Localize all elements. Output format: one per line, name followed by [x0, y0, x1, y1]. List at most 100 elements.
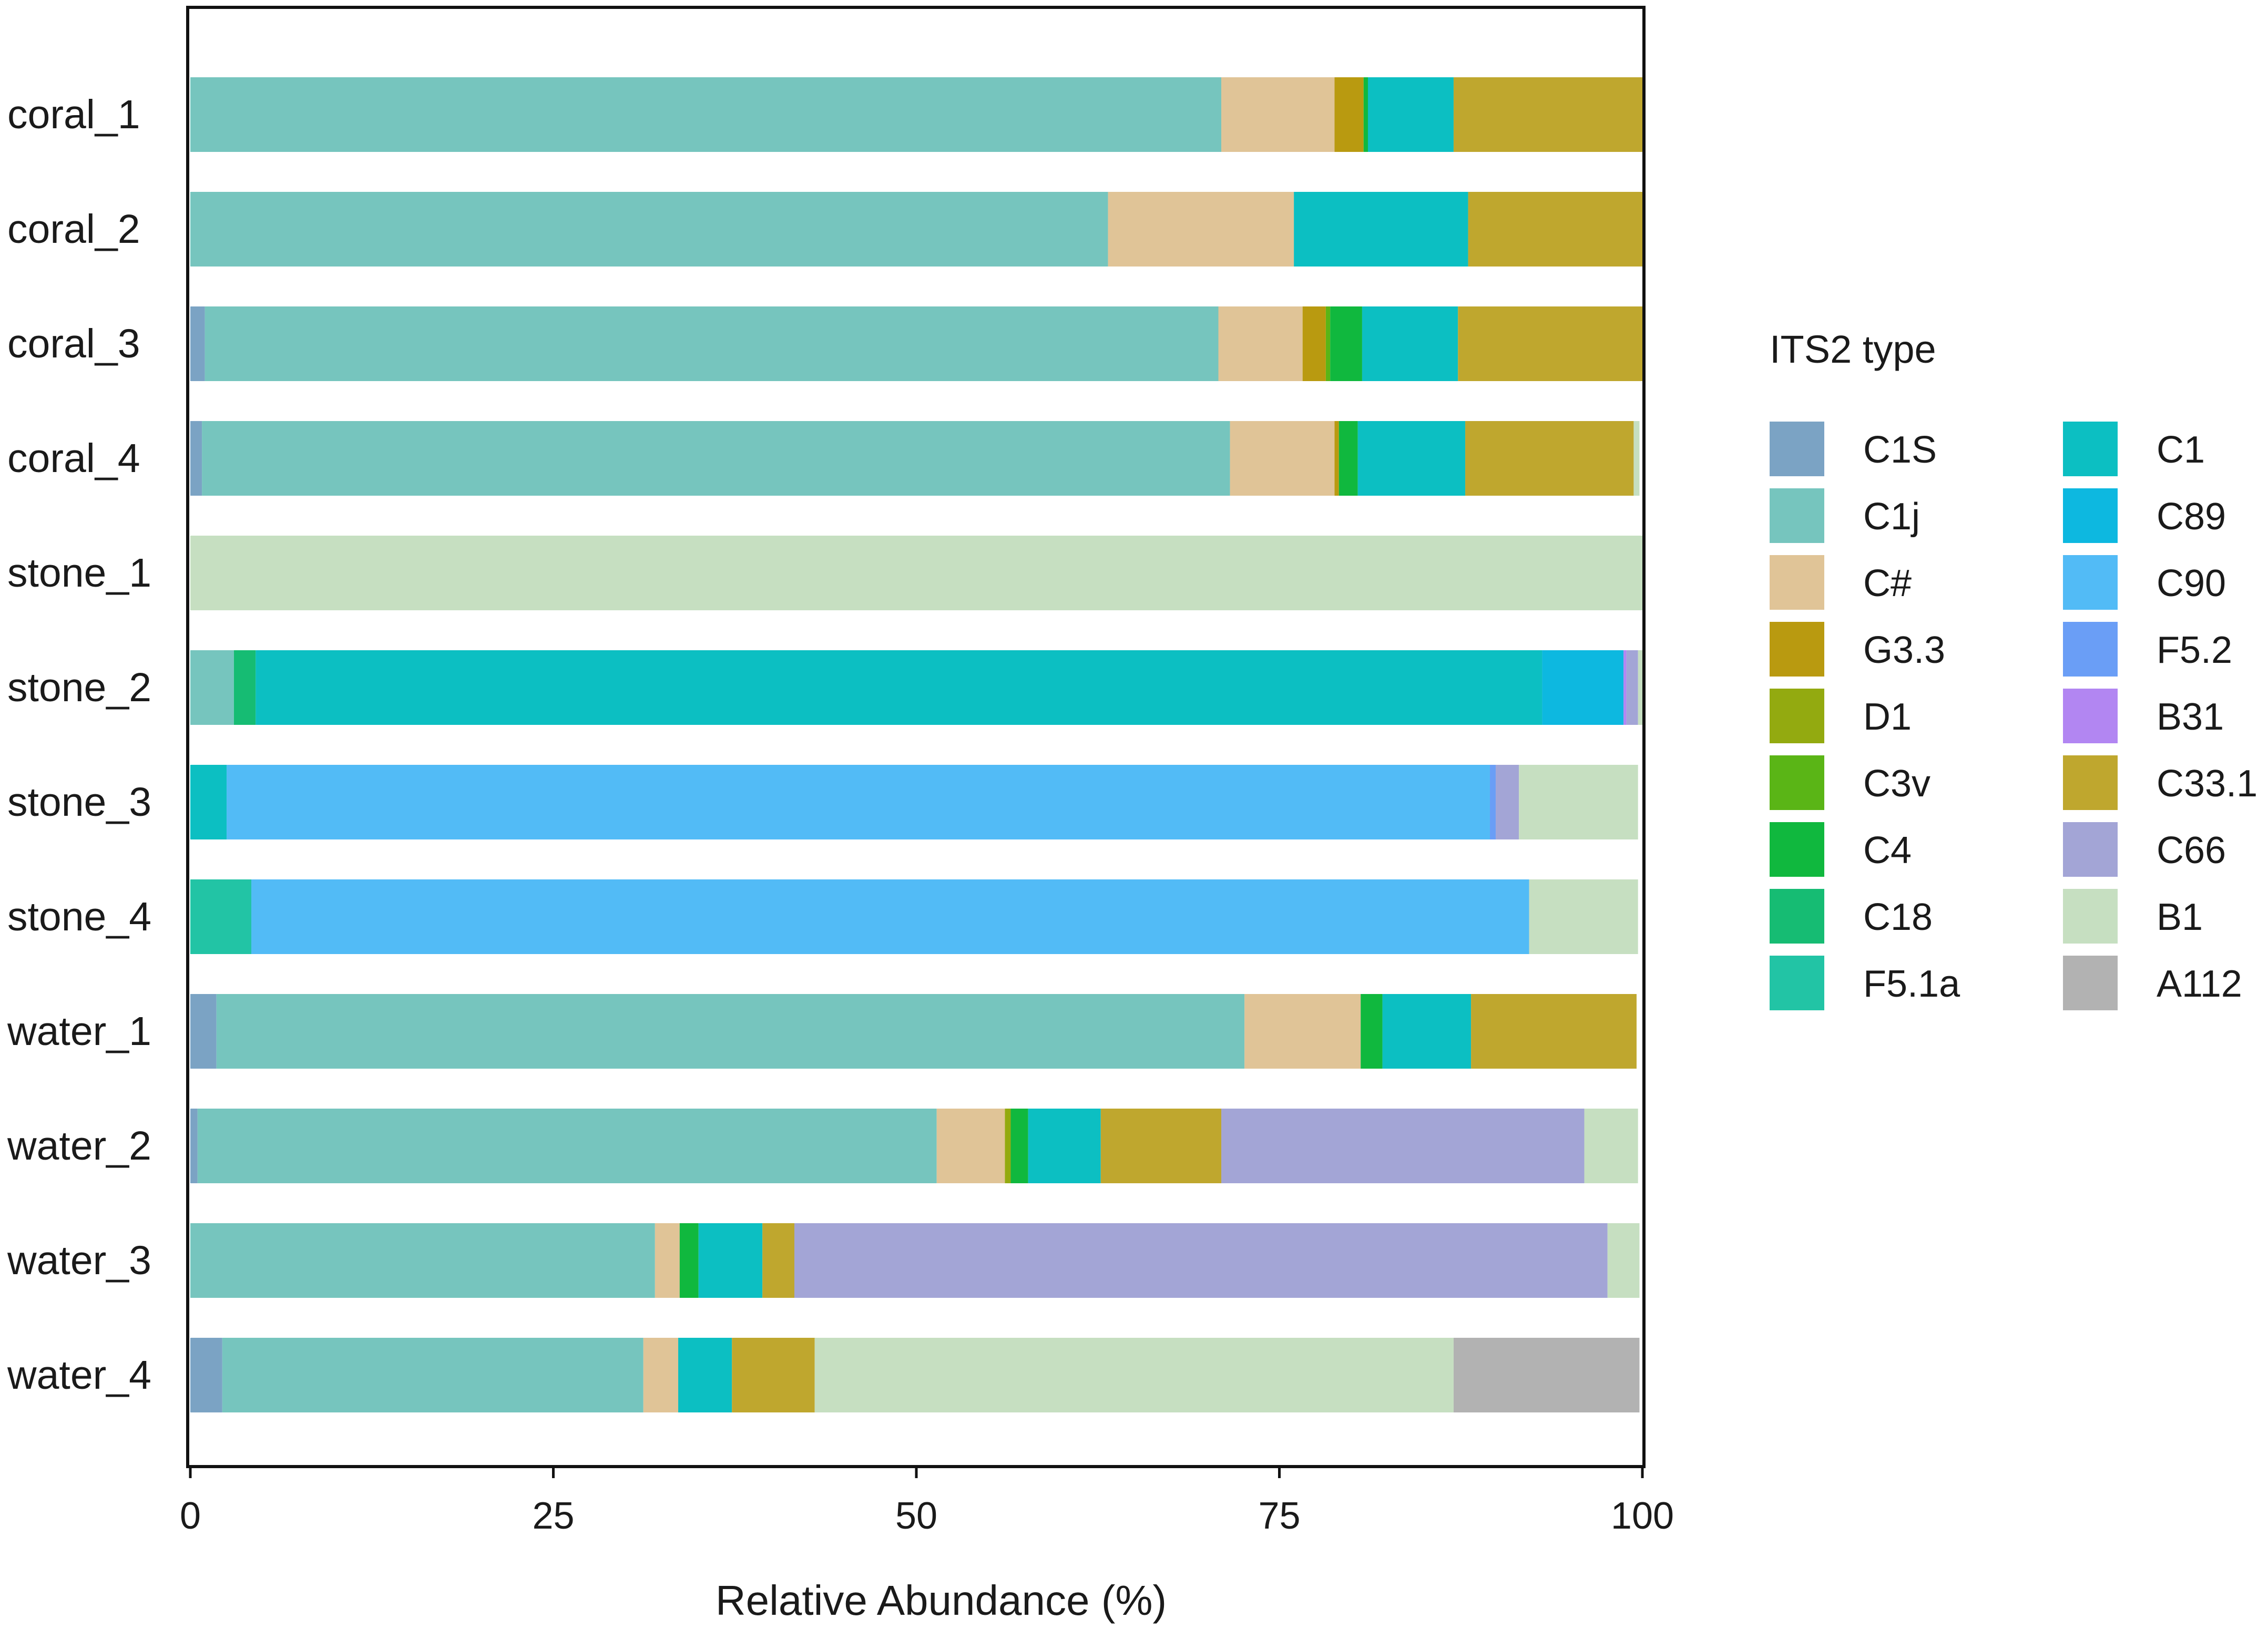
- bar-segment-water_2-c66: [1221, 1109, 1585, 1183]
- legend-label-c18: C18: [1863, 896, 1933, 938]
- bar-segment-coral_3-c: [1218, 306, 1303, 381]
- legend: ITS2 type C1S C1j C# G3.3 D1 C3v C4 C18 F5.1a C1 C…: [1770, 327, 2257, 1010]
- bar-segment-coral_1-g33: [1334, 77, 1364, 152]
- bar-segment-water_4-c331: [732, 1338, 815, 1412]
- bar-segment-coral_4-g33: [1334, 421, 1339, 496]
- legend-swatch-b1: [2063, 889, 2118, 944]
- bar-segment-coral_3-c1: [1362, 306, 1458, 381]
- bar-segment-coral_3-g33: [1302, 306, 1326, 381]
- bar-segment-coral_1-c1: [1367, 77, 1454, 152]
- legend-label-c331: C33.1: [2157, 763, 2257, 805]
- bar-segment-coral_4-c331: [1465, 421, 1634, 496]
- bar-segment-coral_3-c1j: [205, 306, 1219, 381]
- legend-label-a112: A112: [2157, 963, 2242, 1005]
- bar-segment-coral_2-c331: [1468, 192, 1642, 267]
- legend-label-d1: D1: [1863, 696, 1912, 738]
- bar-segment-water_1-c4: [1361, 994, 1383, 1069]
- legend-label-c1j: C1j: [1863, 496, 1920, 538]
- category-label-stone_4: stone_4: [7, 894, 151, 939]
- category-label-stone_3: stone_3: [7, 780, 151, 825]
- legend-label-c89: C89: [2157, 496, 2226, 538]
- bar-segment-coral_1-c1j: [190, 77, 1222, 152]
- bar-segment-water_1-c: [1244, 994, 1361, 1069]
- category-label-coral_1: coral_1: [7, 92, 140, 137]
- bar-segment-water_4-b1: [814, 1338, 1454, 1412]
- bar-segment-coral_2-c: [1108, 192, 1294, 267]
- bar-segment-coral_4-c1s: [190, 421, 202, 496]
- bar-segment-coral_4-c1: [1357, 421, 1466, 496]
- legend-swatch-c90: [2063, 555, 2118, 610]
- bar-segment-stone_4-b1: [1529, 879, 1638, 954]
- bar-segment-coral_1-c: [1221, 77, 1335, 152]
- legend-swatch-f52: [2063, 622, 2118, 677]
- x-tick-label-50: 50: [895, 1495, 937, 1537]
- legend-title: ITS2 type: [1770, 327, 1936, 371]
- bar-segment-water_4-c: [643, 1338, 679, 1412]
- legend-label-c3v: C3v: [1863, 763, 1930, 805]
- legend-swatch-c1s: [1770, 422, 1824, 476]
- legend-swatch-a112: [2063, 956, 2118, 1010]
- bar-segment-water_1-c331: [1471, 994, 1637, 1069]
- bar-segment-water_1-c1j: [216, 994, 1245, 1069]
- bar-segment-water_1-c1s: [190, 994, 217, 1069]
- category-label-water_3: water_3: [7, 1238, 151, 1283]
- bar-segment-stone_2-b31: [1623, 650, 1627, 725]
- bar-segment-coral_2-c1: [1294, 192, 1468, 267]
- x-tick-label-25: 25: [532, 1495, 574, 1537]
- legend-swatch-g33: [1770, 622, 1824, 677]
- legend-swatch-c331: [2063, 755, 2118, 810]
- bar-segment-stone_2-c1: [256, 650, 1542, 725]
- bar-segment-water_4-c1: [678, 1338, 732, 1412]
- legend-items: C1S C1j C# G3.3 D1 C3v C4 C18 F5.1a C1 C89 C90 F5.2 B…: [1770, 422, 2257, 1010]
- legend-label-f51a: F5.1a: [1863, 963, 1960, 1005]
- bar-segment-coral_3-c3v: [1325, 306, 1331, 381]
- bar-segment-water_3-c: [655, 1223, 680, 1298]
- bar-segment-stone_2-c18: [233, 650, 256, 725]
- legend-label-c4: C4: [1863, 829, 1912, 872]
- x-axis-title: Relative Abundance (%): [716, 1577, 1167, 1624]
- category-label-stone_2: stone_2: [7, 665, 151, 710]
- bar-segment-stone_2-c66: [1626, 650, 1638, 725]
- bar-segment-stone_4-f51a: [190, 879, 251, 954]
- x-tick-label-0: 0: [180, 1495, 201, 1537]
- bar-segment-stone_3-f52: [1489, 765, 1496, 839]
- bar-segment-stone_2-c1j: [190, 650, 234, 725]
- bar-segment-stone_2-c89: [1542, 650, 1624, 725]
- bar-segment-water_3-c66: [794, 1223, 1608, 1298]
- bar-segment-water_3-c1j: [190, 1223, 655, 1298]
- legend-swatch-c4: [1770, 822, 1824, 877]
- legend-label-c: C#: [1863, 562, 1912, 605]
- bar-segment-water_1-c1: [1382, 994, 1472, 1069]
- bar-segment-coral_3-c331: [1458, 306, 1644, 381]
- legend-label-g33: G3.3: [1863, 629, 1945, 671]
- bar-segment-water_4-c1j: [222, 1338, 643, 1412]
- bars-layer: [190, 77, 1644, 1412]
- bar-segment-coral_4-c4: [1339, 421, 1358, 496]
- bar-segment-water_3-c1: [698, 1223, 763, 1298]
- legend-label-c1: C1: [2157, 429, 2205, 471]
- legend-swatch-c1: [2063, 422, 2118, 476]
- legend-swatch-c18: [1770, 889, 1824, 944]
- category-labels: coral_1 coral_2 coral_3 coral_4 stone_1stone…: [7, 92, 151, 1398]
- bar-segment-stone_3-c66: [1496, 765, 1519, 839]
- category-label-water_2: water_2: [7, 1123, 151, 1169]
- bar-segment-coral_3-c4: [1330, 306, 1362, 381]
- category-label-coral_3: coral_3: [7, 321, 140, 366]
- legend-label-f52: F5.2: [2157, 629, 2232, 671]
- bar-segment-water_2-c1j: [197, 1109, 937, 1183]
- legend-swatch-f51a: [1770, 956, 1824, 1010]
- bar-segment-water_2-c1s: [190, 1109, 198, 1183]
- bar-segment-water_2-c: [936, 1109, 1005, 1183]
- x-axis: 0 25 50 75 100: [180, 1467, 1674, 1537]
- legend-swatch-d1: [1770, 689, 1824, 743]
- bar-segment-coral_3-c1s: [190, 306, 205, 381]
- legend-label-c1s: C1S: [1863, 429, 1937, 471]
- bar-segment-water_2-b1: [1584, 1109, 1638, 1183]
- bar-segment-water_2-c4: [1010, 1109, 1028, 1183]
- legend-swatch-c66: [2063, 822, 2118, 877]
- bar-segment-coral_1-c4: [1363, 77, 1368, 152]
- legend-swatch-c89: [2063, 488, 2118, 543]
- category-label-water_4: water_4: [7, 1353, 151, 1398]
